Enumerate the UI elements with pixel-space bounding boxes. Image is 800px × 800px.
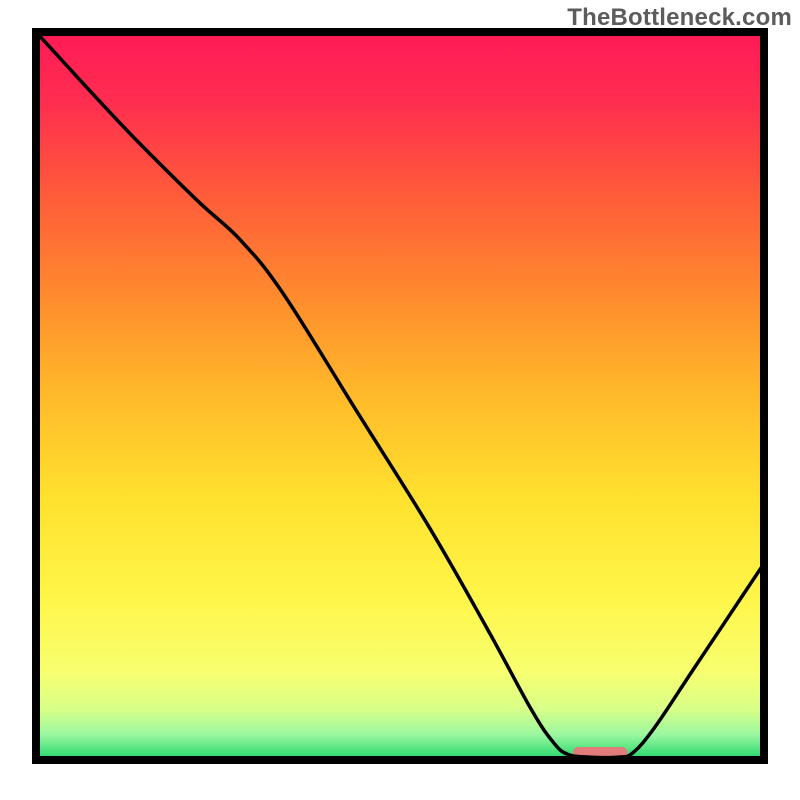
gradient-background bbox=[36, 32, 764, 760]
chart-container: TheBottleneck.com bbox=[0, 0, 800, 800]
bottleneck-chart bbox=[0, 0, 800, 800]
watermark-text: TheBottleneck.com bbox=[567, 4, 792, 32]
